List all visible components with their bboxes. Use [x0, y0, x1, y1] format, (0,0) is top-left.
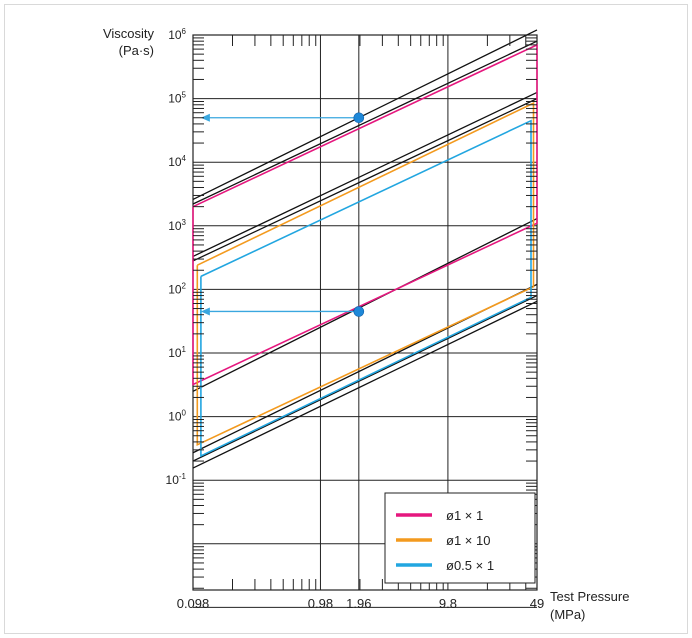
data-point	[353, 112, 365, 124]
legend-box	[384, 492, 536, 584]
boundary-line	[192, 294, 538, 462]
x-tick-label: 1.96	[346, 596, 371, 611]
legend-label: ø0.5 × 1	[446, 558, 494, 573]
series-layer	[192, 43, 538, 458]
boundary-line	[192, 29, 538, 200]
series-line	[192, 43, 538, 386]
x-axis-label: Test Pressure	[550, 589, 629, 604]
y-tick-label: 103	[168, 218, 186, 233]
x-tick-labels: 0.098 0.98 1.96 9.8 49	[177, 596, 545, 611]
y-tick-label: 106	[168, 27, 186, 42]
y-tick-label: 104	[168, 154, 186, 169]
boundary-line	[192, 217, 538, 392]
x-tick-label: 49	[530, 596, 544, 611]
y-tick-labels: 106 105 104 103 102 101 100 10-1	[166, 27, 187, 487]
x-tick-label: 9.8	[439, 596, 457, 611]
y-tick-label: 100	[168, 409, 186, 424]
boundary-line	[192, 40, 538, 205]
boundary-line	[192, 98, 538, 262]
arrow-head	[200, 113, 210, 122]
arrow-head	[200, 307, 210, 316]
x-tick-label: 0.098	[177, 596, 210, 611]
x-axis-unit: (MPa)	[550, 607, 585, 622]
boundary-lines	[192, 29, 538, 469]
y-tick-label: 10-1	[166, 472, 187, 487]
x-tick-label: 0.98	[308, 596, 333, 611]
chart-frame	[4, 4, 688, 634]
y-tick-label: 105	[168, 91, 186, 106]
data-point	[353, 306, 365, 317]
y-axis-unit: (Pa·s)	[119, 43, 154, 58]
boundary-line	[192, 300, 538, 469]
boundary-line	[192, 91, 538, 258]
marker-layer	[353, 112, 365, 317]
series-line	[196, 101, 535, 447]
legend: ø1 × 1 ø1 × 10 ø0.5 × 1	[384, 492, 536, 584]
legend-label: ø1 × 1	[446, 508, 483, 523]
arrow-layer	[200, 113, 359, 316]
y-tick-label: 102	[168, 281, 186, 296]
y-axis-label: Viscosity	[103, 26, 155, 41]
series-line	[200, 119, 532, 458]
y-tick-label: 101	[168, 345, 186, 360]
legend-label: ø1 × 10	[446, 533, 490, 548]
